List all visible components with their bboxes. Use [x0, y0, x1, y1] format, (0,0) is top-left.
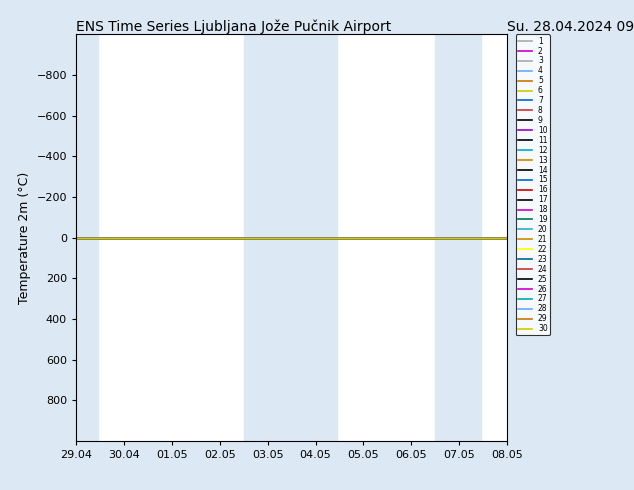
Bar	[436, 34, 481, 441]
Text: ENS Time Series Ljubljana Jože Pučnik Airport: ENS Time Series Ljubljana Jože Pučnik Ai…	[76, 20, 391, 34]
Bar	[243, 34, 337, 441]
Text: Su. 28.04.2024 09 UTC: Su. 28.04.2024 09 UTC	[507, 20, 634, 34]
Y-axis label: Temperature 2m (°C): Temperature 2m (°C)	[18, 172, 31, 304]
Legend: 1, 2, 3, 4, 5, 6, 7, 8, 9, 10, 11, 12, 13, 14, 15, 16, 17, 18, 19, 20, 21, 22, 2: 1, 2, 3, 4, 5, 6, 7, 8, 9, 10, 11, 12, 1…	[516, 34, 550, 336]
Bar	[76, 34, 98, 441]
